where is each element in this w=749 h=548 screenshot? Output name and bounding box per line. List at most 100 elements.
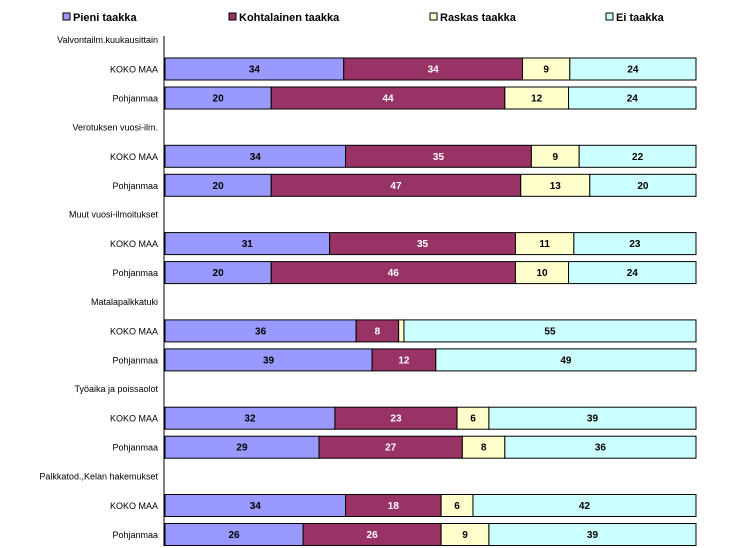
bar-segment-ei-taakka (488, 406, 697, 430)
data-label: 11 (539, 239, 550, 250)
data-label: 39 (587, 414, 599, 425)
row-label: Pohjanmaa (112, 355, 158, 365)
row-label: KOKO MAA (110, 326, 158, 336)
bar-row: Pohjanmaa 26 26 9 39 (112, 523, 697, 546)
bar-row: KOKO MAA 34 18 6 42 (110, 494, 697, 517)
data-label: 35 (433, 152, 445, 163)
group-label: Työaika ja poissaolot (74, 384, 158, 394)
data-label: 18 (388, 501, 400, 512)
data-label: 9 (462, 530, 468, 541)
row-label: Pohjanmaa (112, 268, 158, 278)
legend-item-kohtalainen-taakka: Kohtalainen taakka (228, 12, 340, 24)
data-label: 20 (213, 181, 225, 192)
data-label: 9 (543, 65, 549, 76)
legend: Pieni taakka Kohtalainen taakka Raskas taa… (62, 12, 665, 24)
data-label: 26 (367, 530, 379, 541)
legend-label: Kohtalainen taakka (239, 12, 340, 24)
row-label: Pohjanmaa (112, 181, 158, 191)
bar-segment-ei-taakka (568, 261, 697, 285)
data-label: 20 (213, 268, 225, 279)
legend-swatch (228, 12, 237, 21)
legend-item-ei-taakka: Ei taakka (605, 12, 665, 24)
group-label: Matalapalkkatuki (91, 297, 158, 307)
bar-row: Pohjanmaa3912049 (112, 348, 697, 372)
bar-row: Pohjanmaa 20 46 10 24 (112, 261, 697, 285)
row-label: Pohjanmaa (112, 94, 158, 104)
bar-segment-ei-taakka (488, 523, 697, 546)
bar-segment-ei-taakka (504, 435, 697, 459)
data-label: 31 (242, 239, 254, 250)
data-label: 6 (454, 501, 460, 512)
legend-label: Raskas taakka (440, 12, 517, 24)
data-label: 10 (536, 268, 548, 279)
data-label: 13 (550, 181, 562, 192)
data-label: 34 (249, 65, 261, 76)
data-label: 46 (388, 268, 400, 279)
data-label: 20 (637, 181, 649, 192)
bar-row: KOKO MAA 34 34 9 24 (110, 57, 697, 81)
group-label: Verotuksen vuosi-ilm. (72, 122, 158, 132)
data-label: 24 (627, 268, 639, 279)
data-label: 36 (595, 443, 607, 454)
bar-row: KOKO MAA 32 23 6 39 (110, 406, 697, 430)
data-label: 12 (531, 94, 543, 105)
bar-row: KOKO MAA 34 35 9 22 (110, 144, 697, 168)
row-label: Pohjanmaa (112, 530, 158, 540)
data-label: 24 (627, 94, 639, 105)
bar-segment-ei-taakka (568, 86, 697, 110)
bar-segment-ei-taakka (403, 319, 697, 343)
data-label: 27 (385, 443, 397, 454)
bar-segment-ei-taakka (569, 57, 697, 81)
row-label: KOKO MAA (110, 501, 158, 511)
data-label: 47 (390, 181, 402, 192)
data-label: 23 (629, 239, 641, 250)
data-label: 49 (560, 355, 572, 366)
data-label: 29 (236, 443, 248, 454)
bar-row: Pohjanmaa 20 47 13 20 (112, 173, 697, 197)
bar-row: Pohjanmaa 29 27 8 36 (112, 435, 697, 459)
data-label: 24 (627, 65, 639, 76)
data-label: 34 (250, 152, 262, 163)
group-label: Muut vuosi-ilmoitukset (69, 210, 159, 220)
data-label: 6 (470, 414, 476, 425)
row-label: Pohjanmaa (112, 443, 158, 453)
row-label: KOKO MAA (110, 152, 158, 162)
legend-label: Pieni taakka (73, 12, 137, 24)
legend-label: Ei taakka (616, 12, 665, 24)
legend-swatch (429, 12, 438, 21)
legend-swatch (605, 12, 614, 21)
legend-swatch (62, 12, 71, 21)
plot-area: Valvontailm.kuukausittain KOKO MAA 34 34 9 24… (39, 35, 697, 546)
legend-item-raskas-taakka: Raskas taakka (429, 12, 517, 24)
data-label: 34 (428, 65, 440, 76)
data-label: 55 (544, 326, 556, 337)
row-label: KOKO MAA (110, 414, 158, 424)
data-label: 20 (213, 94, 225, 105)
bar-row: KOKO MAA 36 8 55 (110, 319, 697, 343)
data-label: 44 (382, 94, 394, 105)
data-label: 39 (587, 530, 599, 541)
data-label: 22 (632, 152, 644, 163)
data-label: 39 (263, 355, 275, 366)
data-label: 36 (255, 326, 267, 337)
group-label: Valvontailm.kuukausittain (57, 35, 158, 45)
data-label: 12 (398, 355, 410, 366)
data-label: 26 (228, 530, 240, 541)
data-label: 8 (481, 443, 487, 454)
data-label: 35 (417, 239, 429, 250)
data-label: 8 (375, 326, 381, 337)
data-label: 32 (244, 414, 256, 425)
data-label: 42 (579, 501, 591, 512)
bar-row: Pohjanmaa 20 44 12 24 (112, 86, 697, 110)
bar-segment-ei-taakka (472, 494, 697, 517)
data-label: 34 (250, 501, 262, 512)
bar-row: KOKO MAA 31 35 11 23 (110, 232, 697, 256)
bar-segment-ei-taakka (589, 173, 697, 197)
row-label: KOKO MAA (110, 239, 158, 249)
bar-segment-raskas-taakka (398, 319, 405, 343)
bar-segment-ei-taakka (573, 232, 697, 256)
bar-segment-ei-taakka (435, 348, 697, 372)
row-label: KOKO MAA (110, 65, 158, 75)
group-label: Palkkatod.,Kelan hakemukset (39, 472, 158, 482)
